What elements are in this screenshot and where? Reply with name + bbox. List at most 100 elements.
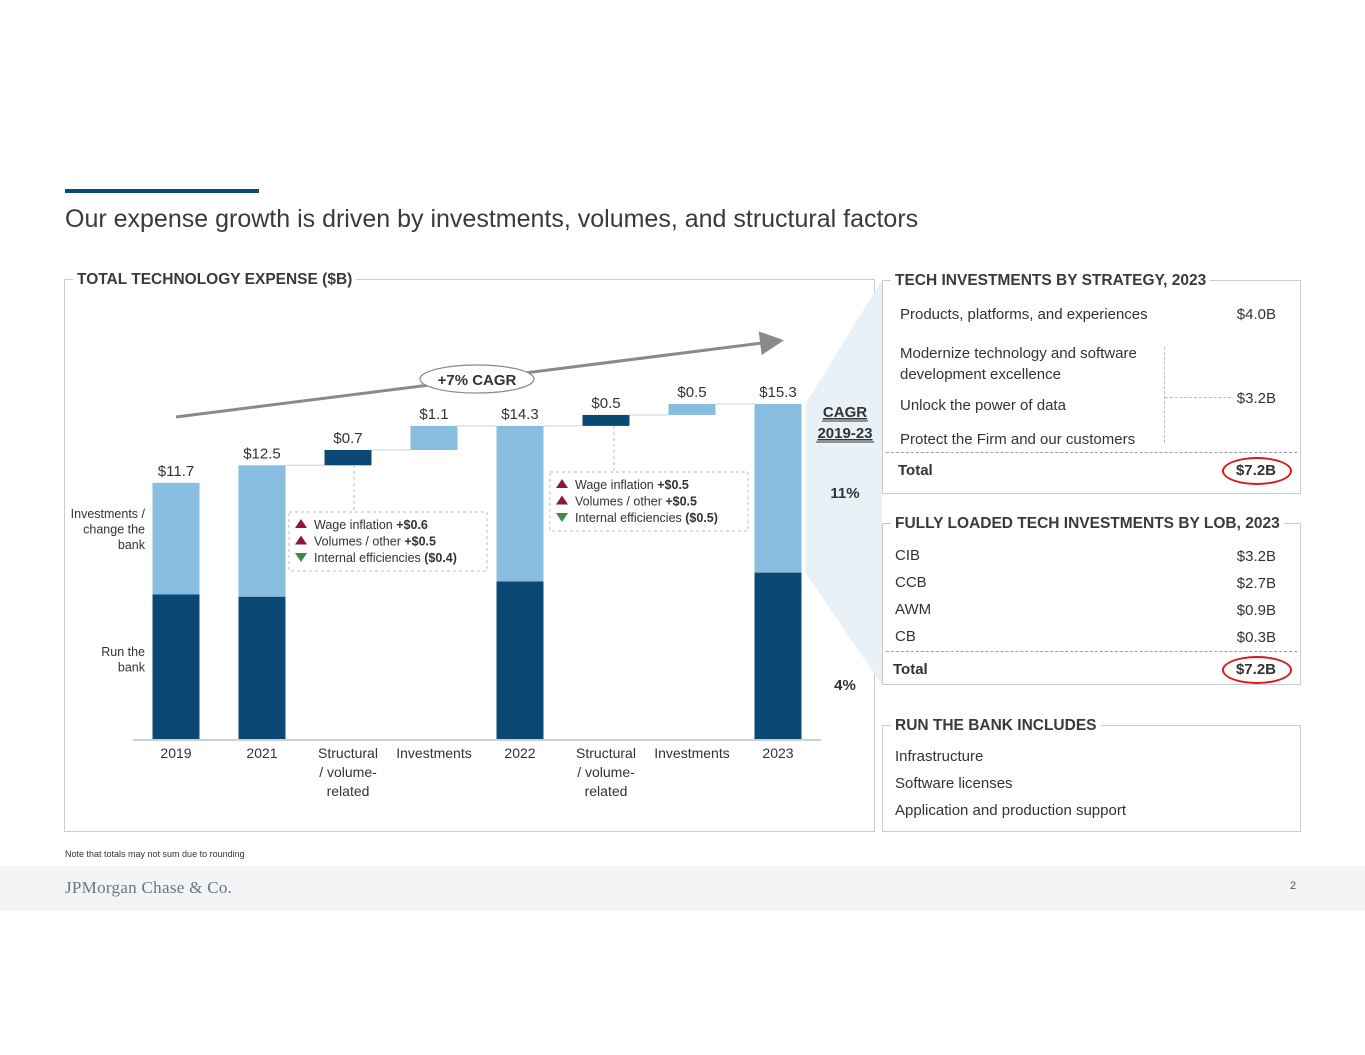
bar-investments (152, 482, 200, 595)
bar-run-the-bank (238, 596, 286, 739)
lob-row-value: $0.9B (1236, 602, 1276, 619)
x-tick-label: Structural (318, 745, 378, 761)
callout-box (288, 511, 488, 572)
run-item: Software licenses (895, 775, 1013, 792)
callout-item-label: Wage inflation (575, 478, 657, 492)
series-label-investments: Investments / (71, 507, 146, 521)
callout-item-label: Wage inflation (314, 518, 396, 532)
bar-run-the-bank (754, 572, 802, 739)
run-item: Application and production support (895, 802, 1126, 819)
bar-investments (754, 404, 802, 573)
data-label: $11.7 (158, 463, 194, 480)
callout-box (549, 471, 749, 532)
cagr-header: CAGR (823, 404, 867, 421)
callout-item-label: Volumes / other (575, 495, 665, 509)
lob-row-value: $3.2B (1236, 548, 1276, 565)
series-label-run-the-bank: bank (118, 661, 146, 675)
cagr-arrow-label: +7% CAGR (438, 372, 517, 389)
data-label: $0.5 (677, 384, 706, 401)
data-label: $14.3 (501, 406, 539, 423)
bar-investments (496, 425, 544, 582)
callout-item: Volumes / other +$0.5 (314, 535, 436, 549)
bar-waterfall-step (410, 425, 458, 450)
x-tick-label: 2022 (504, 745, 535, 761)
x-tick-label: 2021 (246, 745, 277, 761)
x-tick-label: 2019 (160, 745, 191, 761)
callout-item: Volumes / other +$0.5 (575, 495, 697, 509)
callout-item: Internal efficiencies ($0.5) (575, 511, 718, 525)
strategy-row-modernize-label-a: Modernize technology and software (900, 345, 1137, 362)
company-logo: JPMorgan Chase & Co. (65, 878, 233, 897)
cagr-header: 2019-23 (817, 425, 872, 442)
chart-panel: TOTAL TECHNOLOGY EXPENSE ($B) (64, 270, 875, 832)
strategy-row-data-label: Unlock the power of data (900, 397, 1066, 414)
strategy-group-connector (1165, 397, 1231, 398)
strategy-panel: TECH INVESTMENTS BY STRATEGY, 2023 (882, 271, 1301, 494)
run-panel-title: RUN THE BANK INCLUDES (891, 716, 1101, 736)
bar-waterfall-step (668, 404, 716, 415)
triangle-up-icon (556, 495, 568, 505)
callout-item-value: +$0.6 (396, 518, 428, 532)
callout-item: Internal efficiencies ($0.4) (314, 551, 457, 565)
lob-row-label: CB (895, 628, 916, 645)
lob-total-label: Total (893, 661, 928, 678)
cagr-run-the-bank: 4% (834, 677, 856, 694)
x-tick-label: related (327, 783, 370, 799)
strategy-total-label: Total (898, 462, 933, 479)
lob-row-label: CCB (895, 574, 927, 591)
triangle-down-icon (556, 513, 568, 522)
triangle-up-icon (556, 479, 568, 488)
callout-item-label: Internal efficiencies (575, 511, 685, 525)
strategy-row-modernize-label-b: development excellence (900, 366, 1061, 383)
footnote: Note that totals may not sum due to roun… (65, 849, 245, 859)
triangle-down-icon (295, 553, 307, 562)
lob-panel-title: FULLY LOADED TECH INVESTMENTS BY LOB, 20… (891, 514, 1284, 534)
lob-panel: FULLY LOADED TECH INVESTMENTS BY LOB, 20… (882, 514, 1301, 685)
strategy-total-divider (886, 452, 1297, 453)
page-number: 2 (1290, 880, 1297, 892)
callout-item-value: +$0.5 (404, 535, 436, 549)
title-accent-bar (65, 189, 259, 193)
run-item: Infrastructure (895, 748, 984, 765)
bar-run-the-bank (496, 581, 544, 739)
lob-total-divider (886, 651, 1297, 652)
x-tick-label: Structural (576, 745, 636, 761)
triangle-up-icon (295, 519, 307, 528)
callout-item-label: Volumes / other (314, 535, 404, 549)
page-title: Our expense growth is driven by investme… (65, 205, 919, 233)
strategy-panel-title: TECH INVESTMENTS BY STRATEGY, 2023 (891, 271, 1211, 291)
triangle-up-icon (295, 535, 307, 545)
series-label-run-the-bank: Run the (101, 645, 145, 659)
data-label: $0.7 (333, 430, 362, 447)
x-tick-label: / volume- (577, 764, 635, 780)
run-panel: RUN THE BANK INCLUDES (882, 716, 1301, 832)
strategy-group-value: $3.2B (1236, 390, 1276, 407)
x-tick-label: related (585, 783, 628, 799)
lob-total-circle (1222, 656, 1292, 684)
callout-item-value: +$0.5 (665, 495, 697, 509)
data-label: $1.1 (419, 406, 448, 423)
data-label: $12.5 (243, 445, 281, 462)
lob-row-label: CIB (895, 547, 921, 564)
callout-item-label: Internal efficiencies (314, 551, 424, 565)
footer-bar (0, 866, 1365, 911)
chart-panel-title: TOTAL TECHNOLOGY EXPENSE ($B) (73, 270, 357, 290)
strategy-row-products-value: $4.0B (1236, 306, 1276, 323)
zoom-wedge (805, 280, 882, 685)
x-tick-label: / volume- (319, 764, 377, 780)
lob-row-value: $0.3B (1236, 629, 1276, 646)
bar-investments (238, 465, 286, 597)
cagr-investments: 11% (830, 485, 859, 502)
lob-row-value: $2.7B (1236, 575, 1276, 592)
callout-item: Wage inflation +$0.5 (575, 478, 689, 492)
series-label-investments: change the (83, 523, 145, 537)
callout-item: Wage inflation +$0.6 (314, 518, 428, 532)
strategy-group-bracket (1164, 347, 1165, 443)
cagr-arrow-badge (419, 364, 535, 394)
x-tick-label: Investments (396, 745, 471, 761)
series-label-investments: bank (118, 538, 146, 552)
bar-waterfall-step (582, 414, 630, 426)
bar-waterfall-step (324, 449, 372, 466)
x-tick-label: 2023 (762, 745, 793, 761)
